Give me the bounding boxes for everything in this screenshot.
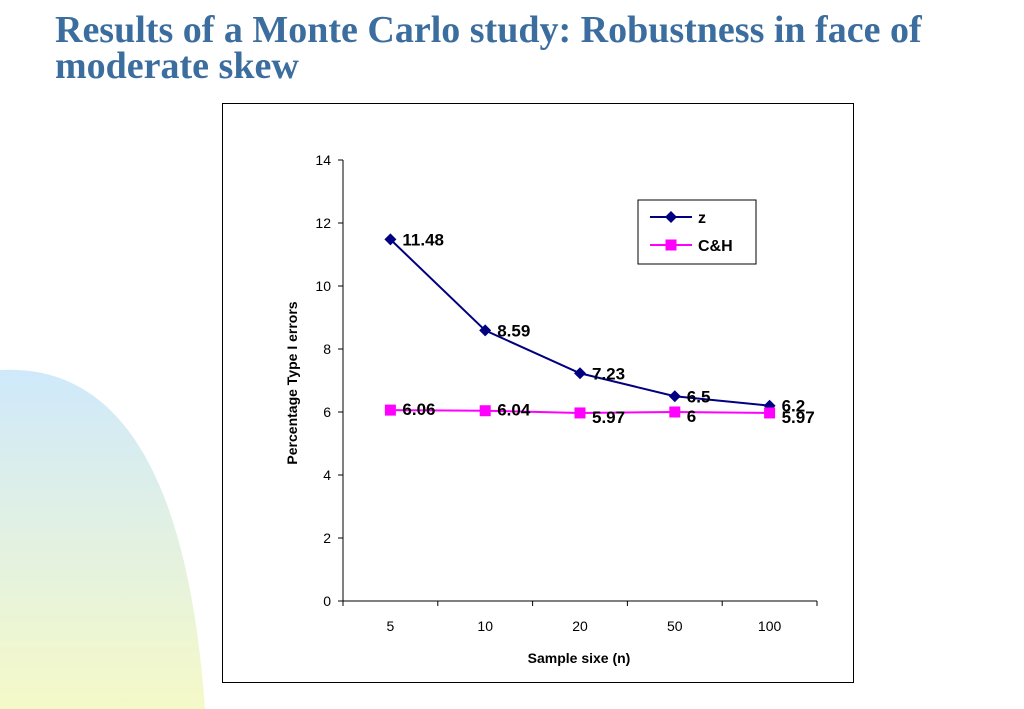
series-ch (384, 404, 776, 419)
axes: 0 2 4 6 8 10 12 14 5 10 20 50 100 (315, 152, 818, 634)
chart-container: 0 2 4 6 8 10 12 14 5 10 20 50 100 11.48 8.59 7.23 6.5 6.… (222, 103, 854, 683)
y-tick-label: 6 (323, 404, 331, 420)
y-tick-label: 4 (323, 467, 331, 483)
y-tick-label: 0 (323, 593, 331, 609)
slide-title: Results of a Monte Carlo study: Robustne… (55, 9, 922, 87)
square-marker (384, 404, 396, 416)
diamond-marker (574, 367, 586, 380)
x-tick-label: 5 (387, 618, 395, 634)
x-axis-title: Sample sixe (n) (528, 650, 631, 666)
data-label: 6.2 (782, 397, 806, 416)
y-tick-label: 2 (323, 530, 331, 546)
square-marker (764, 407, 776, 419)
legend-label: z (698, 210, 706, 227)
legend: z C&H (637, 199, 757, 265)
data-label: 6.04 (497, 401, 531, 420)
diamond-marker (668, 390, 681, 403)
legend-box (637, 199, 757, 265)
y-tick-label: 8 (323, 341, 331, 357)
y-tick-label: 14 (315, 152, 331, 168)
legend-label: C&H (698, 238, 733, 255)
data-label: 6 (687, 407, 696, 426)
data-label: 8.59 (497, 321, 530, 340)
x-tick-label: 20 (572, 618, 588, 634)
legend-entry: C&H (650, 238, 733, 255)
data-labels: 11.48 8.59 7.23 6.5 6.2 6.06 6.04 5.97 6 5.97 (402, 230, 814, 427)
legend-square-icon (665, 239, 677, 251)
square-marker (479, 405, 491, 417)
legend-entry: z (650, 210, 706, 227)
data-label: 11.48 (402, 230, 444, 249)
y-tick-label: 10 (315, 278, 331, 294)
data-label: 7.23 (592, 364, 625, 383)
data-label: 5.97 (782, 408, 815, 427)
line-chart: 0 2 4 6 8 10 12 14 5 10 20 50 100 11.48 8.59 7.23 6.5 6.… (284, 152, 818, 666)
diamond-marker (384, 233, 397, 246)
x-tick-label: 100 (758, 618, 782, 634)
y-axis-title: Percentage Type I errors (284, 301, 300, 464)
series-group (384, 233, 776, 419)
square-marker (669, 406, 681, 418)
y-tick-label: 12 (315, 215, 331, 231)
legend-diamond-icon (665, 211, 677, 223)
data-label: 6.5 (687, 387, 711, 406)
diamond-marker (479, 324, 492, 337)
x-tick-label: 10 (477, 618, 493, 634)
square-marker (574, 407, 586, 419)
data-label: 5.97 (592, 408, 625, 427)
x-tick-label: 50 (667, 618, 683, 634)
data-label: 6.06 (402, 400, 435, 419)
